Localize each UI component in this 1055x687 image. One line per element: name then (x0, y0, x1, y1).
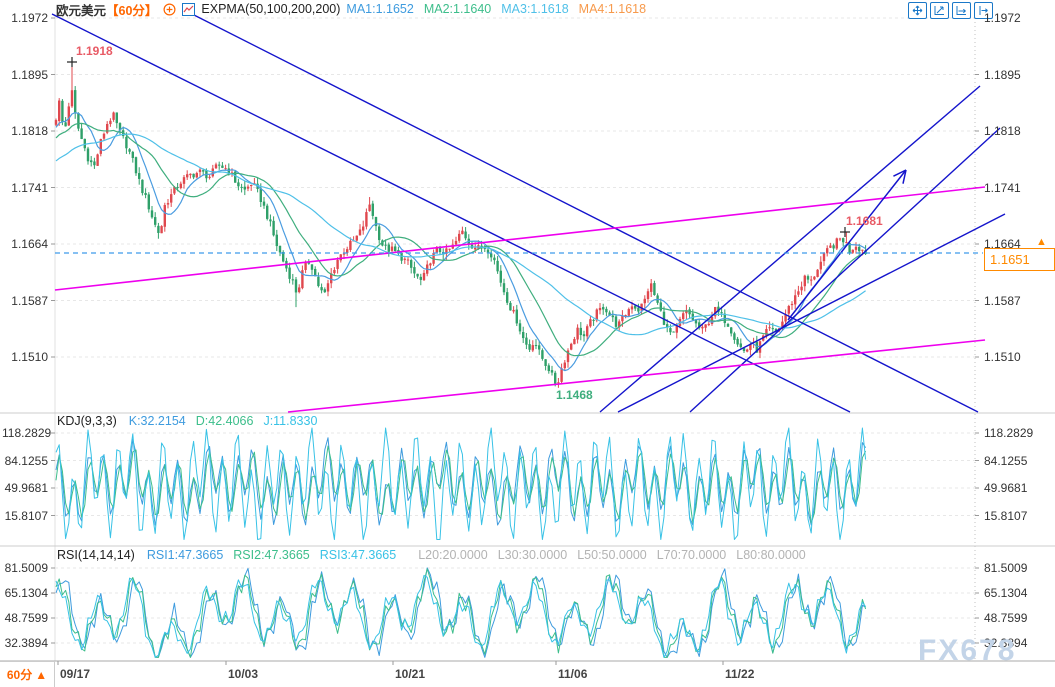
ma-legend-value: MA1:1.1652 (346, 2, 414, 16)
y-axis-label-left: 15.8107 (4, 508, 48, 523)
y-axis-label-right: 15.8107 (984, 508, 1028, 523)
watermark: FX678 (918, 634, 1017, 667)
y-axis-label-right: 1.1587 (984, 293, 1021, 308)
y-axis-label-right: 118.2829 (984, 426, 1034, 440)
y-axis-label-right: 32.3894 (984, 636, 1028, 650)
symbol-name: 欧元美元 (56, 3, 107, 18)
y-axis-label-left: 65.1304 (4, 586, 48, 600)
y-axis-label-left: 1.1972 (11, 11, 48, 25)
y-axis-label-left: 118.2829 (2, 426, 52, 440)
key-price-label: 1.1681 (846, 214, 883, 228)
timeframe-badge[interactable]: 60分 ▲ (0, 661, 55, 687)
y-axis-label-right: 1.1818 (984, 124, 1021, 138)
y-axis-label-left: 1.1587 (11, 293, 48, 308)
rsi-level-value: L30:30.0000 (497, 548, 568, 562)
rsi-header: RSI(14,14,14) RSI1:47.3665 RSI2:47.3665 RS… (57, 548, 816, 562)
y-axis-label-right: 48.7599 (984, 611, 1028, 625)
ma-legend-value: MA2:1.1640 (423, 2, 492, 16)
x-axis-date-label: 10/03 (228, 667, 259, 681)
rsi-level-value: L80:80.0000 (736, 548, 806, 562)
rsi-legend-value: RSI1:47.3665 (146, 548, 224, 562)
y-axis-label-left: 1.1895 (11, 67, 48, 82)
ma-legend: MA1:1.1652 MA2:1.1640 MA3:1.1618 MA4:1.1618 (346, 2, 656, 16)
rsi-levels: L20:20.0000 L30:30.0000 L50:50.0000 L70:70.… (418, 548, 816, 562)
timeframe-badge-text: 60分 (6, 668, 33, 682)
ma-legend-value: MA3:1.1618 (501, 2, 569, 16)
kdj-values: K:32.2154 D:42.4066 J:11.8330 (129, 414, 328, 428)
y-axis-label-left: 1.1510 (11, 350, 48, 364)
rsi-level-value: L50:50.0000 (577, 548, 647, 562)
ma-legend-value: MA4:1.1618 (578, 2, 647, 16)
x-axis-date-label: 11/06 (558, 667, 588, 681)
y-axis-label-right: 1.1510 (984, 350, 1021, 364)
current-price-box: 1.1651 (984, 248, 1055, 271)
timeframe-label: 【60分】 (106, 3, 158, 18)
axis-zoom-out-icon[interactable] (952, 2, 971, 19)
chart-header: 欧元美元 【60分】 EXPMA(50,100,200,200) MA1:1.16… (56, 1, 656, 18)
y-axis-label-right: 49.9681 (984, 481, 1028, 495)
axis-zoom-in-icon[interactable] (930, 2, 949, 19)
x-axis-date-label: 09/17 (60, 667, 91, 681)
indicator-label: EXPMA(50,100,200,200) (201, 2, 341, 16)
rsi-values: RSI1:47.3665 RSI2:47.3665 RSI3:47.3665 (147, 548, 406, 562)
kdj-legend-value: J:11.8330 (263, 414, 318, 428)
y-axis-label-left: 1.1664 (11, 237, 48, 251)
y-axis-label-right: 81.5009 (984, 561, 1028, 575)
y-axis-label-left: 32.3894 (4, 636, 48, 650)
y-axis-label-right: 65.1304 (984, 586, 1028, 600)
rsi-level-value: L20:20.0000 (418, 548, 488, 562)
add-indicator-icon[interactable] (163, 2, 176, 16)
expma-indicator-icon (182, 2, 196, 16)
pan-right-icon[interactable] (974, 2, 993, 19)
y-axis-label-left: 84.1255 (4, 453, 48, 468)
x-axis-date-label: 10/21 (395, 667, 426, 681)
chart-toolbar (908, 2, 993, 19)
y-axis-label-right: 1.1972 (984, 11, 1021, 25)
key-price-label: 1.1918 (76, 44, 113, 58)
y-axis-label-right: 1.1664 (984, 237, 1021, 251)
move-icon[interactable] (908, 2, 927, 19)
kdj-label: KDJ(9,3,3) (57, 414, 117, 428)
y-axis-label-right: 1.1741 (984, 180, 1021, 195)
rsi-level-value: L70:70.0000 (656, 548, 727, 562)
kdj-legend-value: K:32.2154 (128, 414, 186, 428)
y-axis-label-right: 84.1255 (984, 453, 1028, 468)
kdj-header: KDJ(9,3,3) K:32.2154 D:42.4066 J:11.8330 (57, 414, 327, 428)
y-axis-label-left: 81.5009 (4, 561, 48, 575)
x-axis-date-label: 11/22 (725, 667, 755, 681)
key-price-label: 1.1468 (556, 388, 593, 402)
rsi-label: RSI(14,14,14) (57, 548, 135, 562)
y-axis-label-left: 1.1741 (11, 180, 48, 195)
timeframe-badge-arrow-icon: ▲ (35, 667, 48, 682)
price-up-arrow-icon: ▲ (1036, 236, 1047, 248)
y-axis-label-left: 1.1818 (11, 124, 48, 138)
rsi-legend-value: RSI3:47.3665 (319, 548, 397, 562)
y-axis-label-left: 48.7599 (4, 611, 48, 625)
y-axis-label-left: 49.9681 (4, 481, 48, 495)
y-axis-label-right: 1.1895 (984, 67, 1021, 82)
kdj-legend-value: D:42.4066 (195, 414, 254, 428)
rsi-legend-value: RSI2:47.3665 (233, 548, 310, 562)
